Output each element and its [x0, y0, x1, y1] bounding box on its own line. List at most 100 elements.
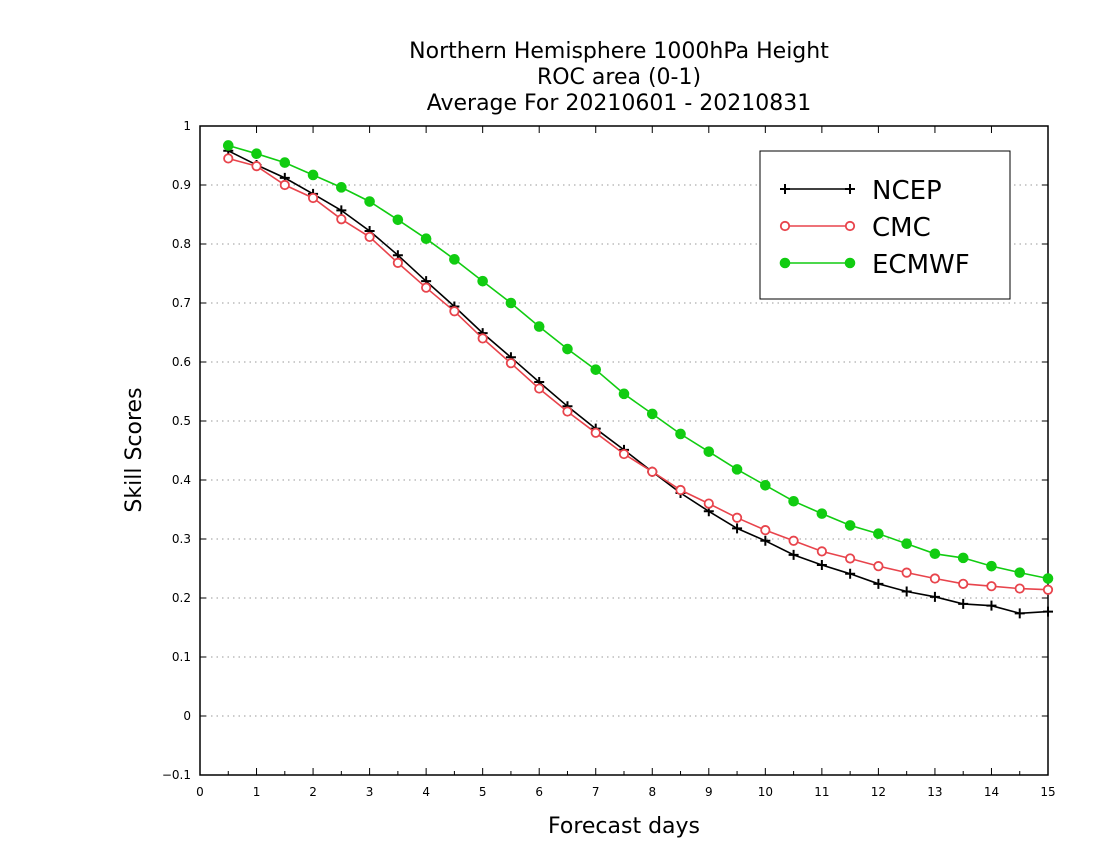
data-point-ncep: [336, 205, 347, 216]
data-point-ecmwf: [731, 464, 743, 475]
data-point-ecmwf: [505, 297, 517, 309]
y-tick-label: 0.8: [172, 237, 191, 251]
data-point-ecmwf: [957, 552, 969, 564]
data-point-ecmwf: [1042, 573, 1054, 584]
data-point-cmc: [816, 546, 827, 557]
data-point-cmc: [675, 484, 686, 496]
data-point-ncep: [816, 559, 827, 570]
x-axis-ticks: 0 1 2 3 4 5 6 7 8 9 10 11 12 13 14 15: [196, 126, 1056, 799]
legend-entries: NCEP CMC ECMWF: [779, 176, 970, 280]
data-point-cmc: [760, 525, 771, 536]
y-tick-label: 0.2: [172, 591, 191, 605]
y-tick-label: 0.6: [172, 355, 191, 369]
data-point-ncep: [929, 591, 940, 602]
data-point-ncep: [788, 549, 799, 560]
x-tick-label: 1: [253, 785, 261, 799]
data-point-ecmwf: [364, 196, 375, 207]
legend-marker-cmc: [779, 220, 791, 232]
data-point-cmc: [873, 561, 884, 572]
data-point-cmc: [392, 257, 403, 268]
x-tick-label: 12: [871, 785, 886, 799]
legend-marker-cmc: [844, 220, 856, 232]
title-line-3: Average For 20210601 - 20210831: [427, 91, 812, 116]
data-point-ecmwf: [703, 446, 715, 457]
legend: NCEP CMC ECMWF: [759, 150, 1011, 300]
data-point-ecmwf: [844, 520, 856, 531]
title-line-1: Northern Hemisphere 1000hPa Height: [409, 39, 829, 64]
data-point-cmc: [703, 498, 714, 509]
data-point-ecmwf: [675, 428, 686, 440]
data-point-cmc: [336, 214, 347, 225]
x-tick-label: 4: [422, 785, 430, 799]
grid-lines: [200, 184, 1048, 717]
data-point-cmc: [1042, 584, 1054, 595]
data-point-cmc: [449, 306, 460, 317]
legend-label-cmc: CMC: [872, 213, 931, 243]
data-point-ncep: [760, 535, 771, 546]
data-point-ecmwf: [618, 388, 630, 400]
legend-marker-ecmwf: [779, 257, 791, 269]
series-cmc: [223, 153, 1054, 595]
y-tick-label: 1: [183, 119, 191, 133]
chart-title: Northern Hemisphere 1000hPa Height ROC a…: [409, 39, 829, 116]
legend-entry-cmc: CMC: [779, 213, 931, 243]
legend-label-ncep: NCEP: [872, 176, 942, 206]
y-tick-label: 0.9: [172, 178, 191, 192]
data-point-ncep: [732, 523, 743, 534]
x-tick-label: 14: [984, 785, 999, 799]
legend-marker-ecmwf: [844, 257, 856, 269]
legend-box: [759, 150, 1011, 300]
title-line-2: ROC area (0-1): [537, 65, 701, 90]
data-point-ncep: [1043, 606, 1053, 617]
data-point-cmc: [788, 535, 799, 546]
data-point-ecmwf: [816, 508, 828, 519]
x-tick-label: 9: [705, 785, 713, 799]
data-point-ncep: [901, 586, 912, 597]
x-tick-label: 3: [366, 785, 374, 799]
x-tick-label: 6: [535, 785, 543, 799]
data-point-ecmwf: [420, 233, 432, 244]
data-point-cmc: [477, 333, 488, 344]
data-point-cmc: [534, 383, 545, 394]
data-point-ecmwf: [477, 275, 488, 287]
data-point-cmc: [364, 231, 375, 243]
legend-marker-ncep: [845, 184, 855, 194]
x-tick-label: 5: [479, 785, 487, 799]
legend-entry-ecmwf: ECMWF: [779, 250, 970, 280]
data-point-ecmwf: [251, 148, 262, 160]
data-point-cmc: [223, 153, 234, 164]
data-point-ecmwf: [1014, 567, 1026, 578]
x-tick-label: 15: [1040, 785, 1055, 799]
data-point-ncep: [873, 578, 884, 589]
x-tick-label: 7: [592, 785, 600, 799]
data-point-cmc: [929, 573, 941, 584]
data-point-ecmwf: [760, 480, 771, 491]
data-point-ncep: [845, 568, 856, 579]
x-tick-label: 13: [927, 785, 942, 799]
data-point-cmc: [1014, 583, 1025, 594]
data-point-ecmwf: [533, 321, 545, 332]
data-point-cmc: [562, 406, 573, 417]
y-tick-label: 0.3: [172, 532, 191, 546]
data-point-ecmwf: [279, 157, 291, 168]
x-axis-label: Forecast days: [548, 814, 700, 839]
x-tick-label: 10: [758, 785, 773, 799]
legend-marker-ncep: [780, 184, 790, 194]
data-point-cmc: [590, 427, 601, 438]
data-point-cmc: [421, 282, 432, 293]
y-tick-label: 0.1: [172, 650, 191, 664]
data-point-ecmwf: [788, 495, 799, 507]
y-axis-ticks: −0.1 0 0.1 0.2 0.3 0.4 0.5 0.6 0.7 0.8 0.9 1: [162, 119, 1048, 782]
series-layer: [222, 140, 1054, 619]
legend-label-ecmwf: ECMWF: [872, 250, 970, 280]
x-tick-label: 0: [196, 785, 204, 799]
data-point-ecmwf: [392, 214, 404, 226]
data-point-ecmwf: [307, 169, 319, 181]
data-point-ecmwf: [873, 528, 884, 539]
data-point-ncep: [1014, 608, 1025, 619]
legend-entry-ncep: NCEP: [780, 176, 942, 206]
x-tick-label: 11: [814, 785, 829, 799]
y-tick-label: 0.4: [172, 473, 191, 487]
data-point-ecmwf: [336, 182, 347, 193]
